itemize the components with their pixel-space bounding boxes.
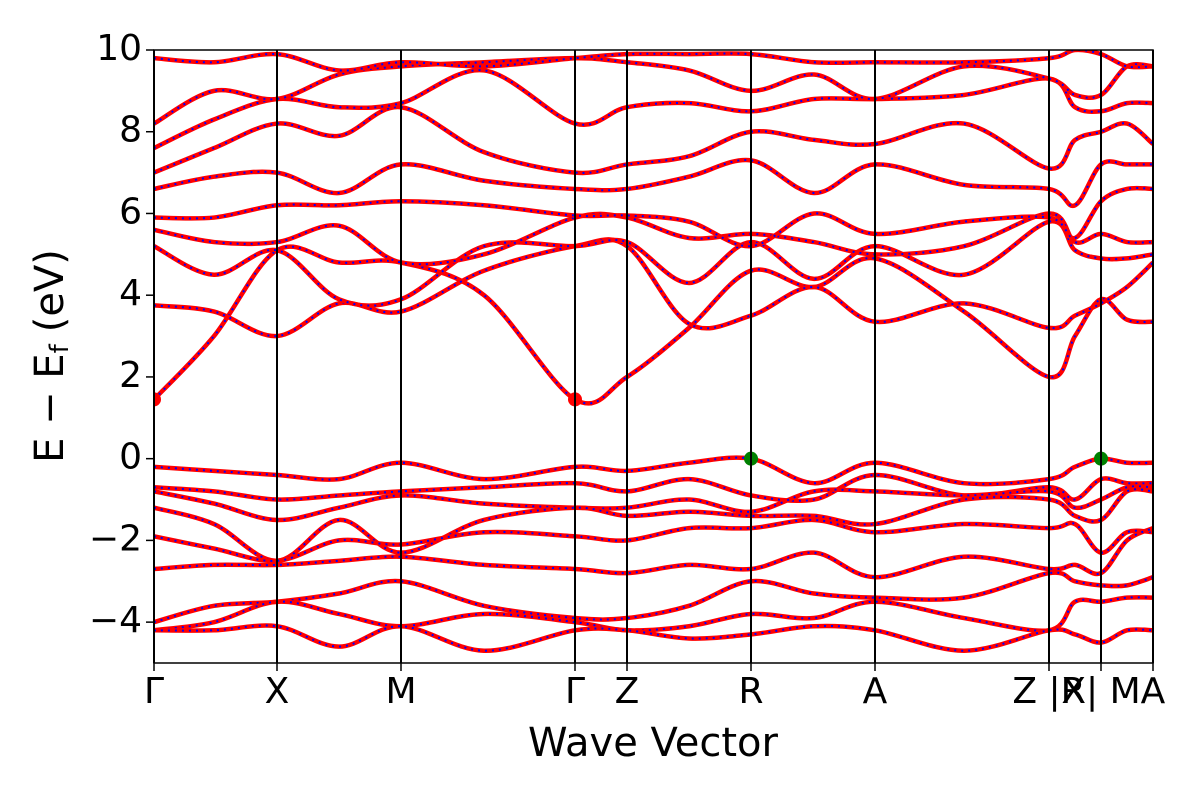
x-tick-label: R	[738, 671, 763, 712]
band-line	[154, 157, 1153, 209]
y-tick-label: 10	[96, 28, 142, 69]
band-line-dashed	[154, 474, 1153, 502]
x-tick-label: A	[863, 671, 888, 712]
y-tick-label: 0	[119, 437, 142, 478]
x-axis-label: Wave Vector	[528, 720, 779, 766]
band-line	[154, 595, 1153, 634]
band-line	[154, 244, 1153, 406]
band-line	[154, 517, 1153, 564]
y-label-unit: (eV)	[27, 249, 73, 332]
x-tick-label: X| M	[1061, 671, 1140, 712]
marker	[154, 392, 161, 407]
plot-area	[154, 50, 1153, 653]
y-tick-label: 8	[119, 110, 142, 151]
x-tick-label: X	[265, 671, 290, 712]
band-line	[154, 237, 1153, 339]
band-line-dashed	[154, 456, 1153, 486]
band-line	[154, 455, 1153, 487]
x-tick-label: M	[385, 671, 416, 712]
x-tick-label: Z |R	[1012, 671, 1085, 712]
x-tick-label: Γ	[144, 671, 164, 712]
y-tick-label: 4	[119, 273, 142, 314]
band-line-dashed	[154, 220, 1153, 307]
band-line-dashed	[154, 527, 1153, 579]
band-line-dashed	[154, 106, 1153, 174]
band-line-dashed	[154, 50, 1153, 72]
y-axis-label: E − Ef (eV)	[27, 249, 75, 463]
y-tick-label: −4	[89, 600, 142, 641]
band-line-dashed	[154, 57, 1153, 125]
x-tick-label: Z	[615, 671, 640, 712]
band-line-dashed	[154, 624, 1153, 652]
band-line	[154, 185, 1153, 249]
band-line	[154, 487, 1153, 564]
band-line-dashed	[154, 69, 1153, 149]
y-label-main: E − E	[27, 353, 73, 463]
band-line	[154, 570, 1153, 625]
band-line-dashed	[154, 212, 1153, 266]
y-label-sub: f	[45, 343, 75, 353]
y-tick-label: 6	[119, 191, 142, 232]
band-line-dashed	[154, 159, 1153, 207]
band-line-dashed	[154, 485, 1153, 521]
band-line	[154, 104, 1153, 176]
x-tick-label: Γ	[565, 671, 585, 712]
y-tick-label: 2	[119, 355, 142, 396]
x-tick-label: A	[1141, 671, 1166, 712]
band-line	[154, 68, 1153, 151]
band-line-dashed	[154, 187, 1153, 248]
y-tick-label: −2	[89, 518, 142, 559]
